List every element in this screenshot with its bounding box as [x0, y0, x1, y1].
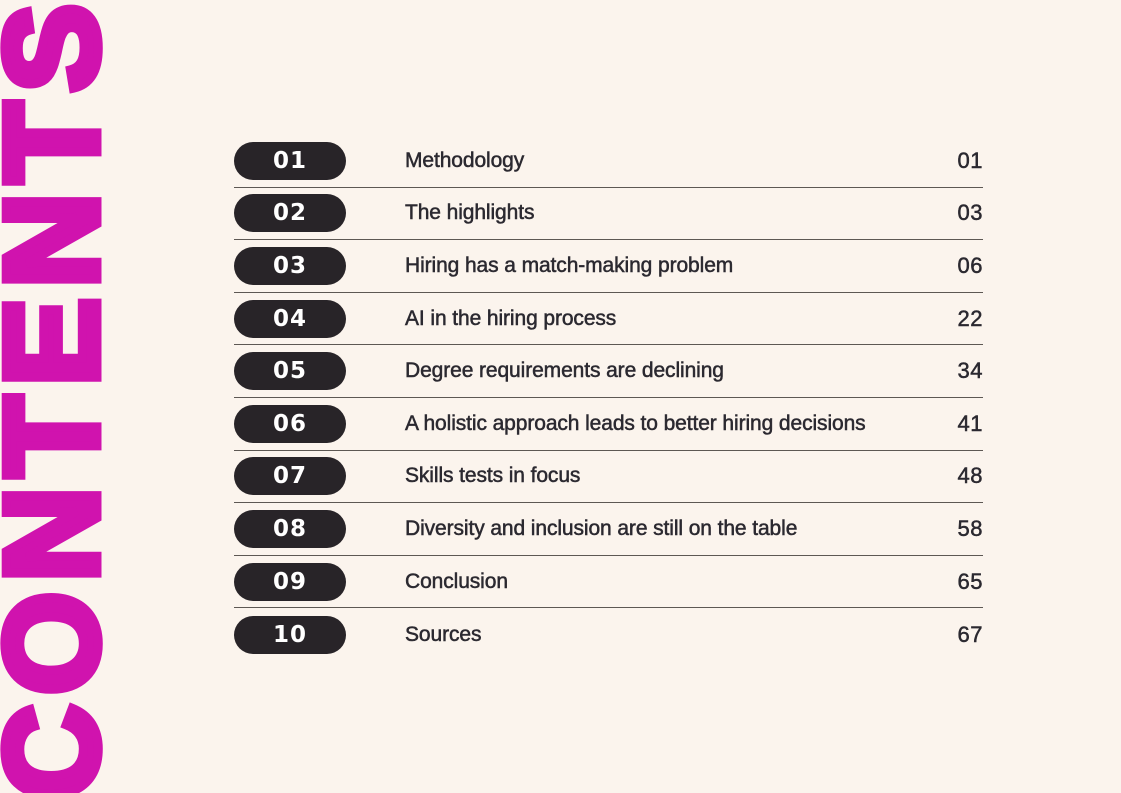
section-page-number: 06 [957, 252, 983, 279]
section-page-number: 58 [957, 515, 983, 542]
toc-list: 01 Methodology 01 02 The highlights 03 0… [234, 135, 983, 661]
section-number-label: 02 [272, 200, 307, 227]
toc-row[interactable]: 03 Hiring has a match-making problem 06 [234, 240, 983, 293]
section-number-badge: 08 [234, 509, 346, 548]
section-number-label: 03 [272, 252, 307, 279]
section-page-number: 41 [957, 410, 983, 437]
toc-row[interactable]: 04 AI in the hiring process 22 [234, 293, 983, 346]
section-title: A holistic approach leads to better hiri… [405, 411, 866, 436]
section-title: Diversity and inclusion are still on the… [405, 516, 798, 541]
section-number-label: 09 [272, 568, 307, 595]
toc-row[interactable]: 05 Degree requirements are declining 34 [234, 345, 983, 398]
contents-vertical-title: CONTENTS [0, 0, 130, 793]
section-title: Degree requirements are declining [405, 359, 724, 383]
section-page-number: 01 [957, 147, 983, 174]
section-number-badge: 06 [234, 404, 346, 443]
toc-row[interactable]: 06 A holistic approach leads to better h… [234, 398, 983, 451]
section-title: Conclusion [405, 569, 509, 593]
toc-row[interactable]: 10 Sources 67 [234, 608, 983, 661]
section-title: AI in the hiring process [405, 306, 617, 330]
section-number-label: 06 [272, 410, 307, 437]
section-number-badge: 05 [234, 352, 346, 391]
toc-row[interactable]: 09 Conclusion 65 [234, 556, 983, 609]
section-title: Skills tests in focus [405, 464, 581, 488]
section-title: Methodology [405, 148, 525, 173]
section-page-number: 67 [957, 621, 983, 647]
section-number-badge: 07 [234, 457, 346, 496]
section-page-number: 03 [957, 200, 983, 226]
section-number-badge: 10 [234, 615, 346, 654]
section-title: Sources [405, 622, 482, 646]
section-page-number: 22 [957, 305, 983, 331]
section-number-label: 07 [272, 463, 307, 490]
section-page-number: 65 [957, 568, 983, 594]
section-number-badge: 01 [234, 141, 346, 180]
section-page-number: 34 [957, 358, 983, 384]
section-number-badge: 03 [234, 246, 346, 285]
section-page-number: 48 [957, 463, 983, 489]
section-number-label: 08 [272, 515, 307, 542]
toc-row[interactable]: 08 Diversity and inclusion are still on … [234, 503, 983, 556]
section-number-badge: 09 [234, 562, 346, 601]
section-title: The highlights [405, 201, 535, 225]
section-number-label: 01 [272, 147, 307, 174]
toc-row[interactable]: 02 The highlights 03 [234, 188, 983, 241]
toc-row[interactable]: 01 Methodology 01 [234, 135, 983, 188]
section-number-badge: 04 [234, 299, 346, 338]
section-number-badge: 02 [234, 194, 346, 233]
section-number-label: 04 [272, 305, 307, 332]
section-title: Hiring has a match-making problem [405, 253, 734, 278]
section-number-label: 10 [272, 621, 307, 648]
section-number-label: 05 [272, 358, 307, 385]
toc-row[interactable]: 07 Skills tests in focus 48 [234, 451, 983, 504]
